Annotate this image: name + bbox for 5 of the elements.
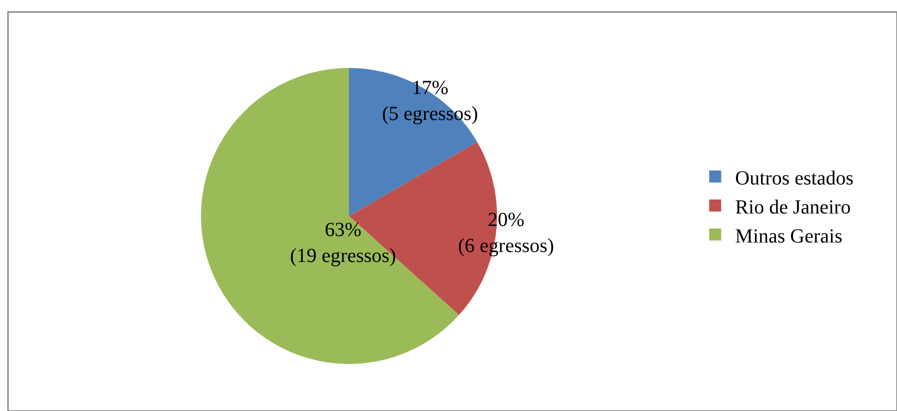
data-label: 63% (19 egressos) [290,219,396,267]
pie-slice [349,68,478,216]
legend-label: Rio de Janeiro [735,196,851,218]
legend-label: Outros estados [735,167,854,190]
legend-label: Minas Gerais [735,225,843,248]
